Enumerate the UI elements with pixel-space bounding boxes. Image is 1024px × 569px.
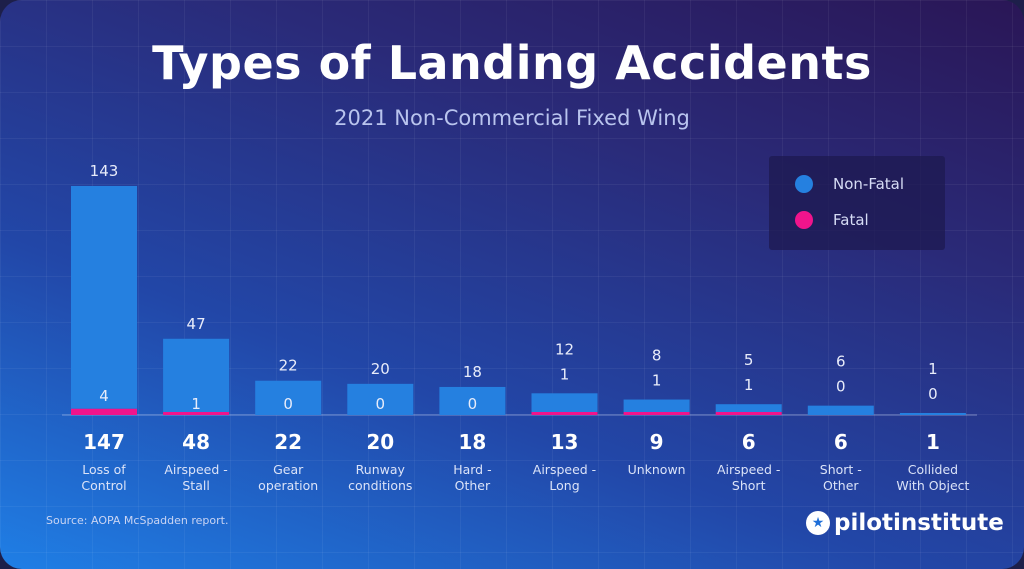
- total-label: 22: [274, 430, 302, 454]
- data-label-non-fatal: 5: [744, 351, 754, 369]
- category-label: With Object: [896, 478, 969, 493]
- legend-label: Non-Fatal: [833, 175, 905, 193]
- legend-label: Fatal: [833, 211, 869, 229]
- bar-fatal: [71, 408, 137, 415]
- data-label-fatal: 0: [468, 395, 478, 413]
- star-shield-icon: ★: [806, 511, 830, 535]
- bar-non-fatal: [899, 413, 966, 415]
- bar-non-fatal: [439, 386, 506, 415]
- data-label-fatal: 1: [652, 372, 662, 390]
- category-label: Short: [732, 478, 766, 493]
- category-label: Loss of: [82, 462, 126, 477]
- bar-non-fatal: [71, 186, 137, 409]
- data-label-fatal: 1: [744, 376, 754, 394]
- data-label-non-fatal: 20: [371, 360, 390, 378]
- bar-non-fatal: [255, 380, 322, 415]
- data-label-fatal: 0: [376, 395, 386, 413]
- legend-item-non-fatal: Non-Fatal: [795, 175, 904, 193]
- bar-non-fatal: [715, 404, 782, 412]
- legend-swatch-icon: [795, 211, 813, 229]
- category-label: Control: [81, 478, 126, 493]
- category-label: Stall: [182, 478, 209, 493]
- bar-non-fatal: [347, 383, 414, 415]
- total-label: 48: [182, 430, 210, 454]
- data-label-non-fatal: 47: [187, 315, 206, 333]
- data-label-non-fatal: 1: [928, 360, 938, 378]
- bar-fatal: [715, 412, 782, 415]
- data-label-fatal: 4: [99, 387, 109, 405]
- category-label: Short -: [820, 462, 862, 477]
- total-label: 6: [834, 430, 848, 454]
- bar-non-fatal: [531, 393, 598, 412]
- bar-non-fatal: [807, 405, 874, 415]
- total-label: 13: [551, 430, 579, 454]
- category-label: Other: [455, 478, 491, 493]
- bar-fatal: [531, 412, 598, 415]
- total-label: 1: [926, 430, 940, 454]
- legend-item-fatal: Fatal: [795, 211, 869, 229]
- data-label-fatal: 0: [283, 395, 293, 413]
- data-label-non-fatal: 22: [279, 357, 298, 375]
- category-label: conditions: [348, 478, 412, 493]
- category-label: Gear: [273, 462, 304, 477]
- data-label-non-fatal: 143: [90, 162, 119, 180]
- data-label-fatal: 1: [560, 365, 570, 383]
- source-note: Source: AOPA McSpadden report.: [46, 514, 229, 527]
- data-label-non-fatal: 18: [463, 363, 482, 381]
- total-label: 147: [83, 430, 125, 454]
- bar-fatal: [163, 412, 230, 415]
- category-label: Runway: [356, 462, 406, 477]
- total-label: 18: [458, 430, 486, 454]
- bar-fatal: [623, 412, 690, 415]
- bar-non-fatal: [163, 338, 230, 412]
- data-label-non-fatal: 8: [652, 347, 662, 365]
- category-label: operation: [258, 478, 318, 493]
- chart-subtitle: 2021 Non-Commercial Fixed Wing: [334, 106, 690, 130]
- category-label: Airspeed -: [164, 462, 227, 477]
- data-label-fatal: 0: [836, 378, 846, 396]
- legend: Non-Fatal Fatal: [769, 156, 945, 250]
- category-label: Unknown: [628, 462, 686, 477]
- brand-logo: ★ pilotinstitute: [806, 510, 1004, 536]
- category-label: Long: [549, 478, 579, 493]
- data-label-fatal: 0: [928, 385, 938, 403]
- data-label-non-fatal: 6: [836, 353, 846, 371]
- category-label: Collided: [908, 462, 958, 477]
- category-label: Hard -: [453, 462, 491, 477]
- category-label: Airspeed -: [717, 462, 780, 477]
- total-label: 6: [742, 430, 756, 454]
- chart-title: Types of Landing Accidents: [152, 36, 872, 90]
- data-label-fatal: 1: [191, 395, 201, 413]
- category-label: Airspeed -: [533, 462, 596, 477]
- legend-swatch-icon: [795, 175, 813, 193]
- category-label: Other: [823, 478, 859, 493]
- total-label: 20: [366, 430, 394, 454]
- brand-name: pilotinstitute: [834, 510, 1004, 536]
- data-label-non-fatal: 12: [555, 340, 574, 358]
- total-label: 9: [650, 430, 664, 454]
- bar-non-fatal: [623, 399, 690, 412]
